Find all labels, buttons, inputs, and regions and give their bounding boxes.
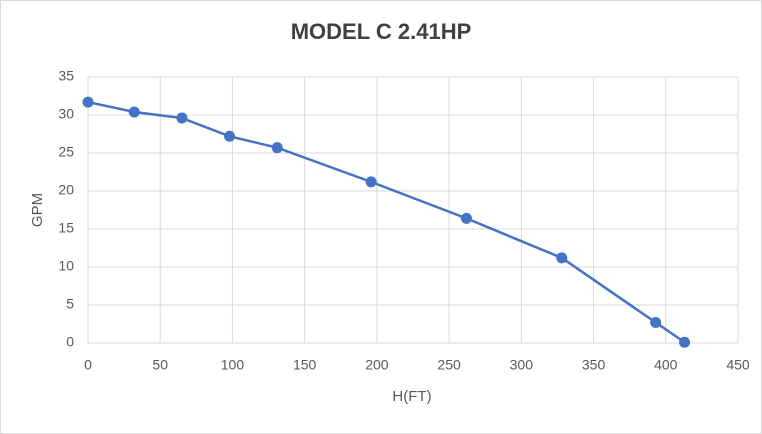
x-tick-label: 400 (654, 357, 678, 373)
data-point (128, 106, 140, 118)
chart-title: MODEL C 2.41HP (291, 19, 472, 44)
y-tick-label: 5 (66, 296, 74, 312)
y-tick-label: 30 (58, 106, 74, 122)
data-point (224, 130, 236, 142)
data-point (365, 176, 377, 188)
y-tick-label: 0 (66, 334, 74, 350)
series-line (87, 100, 686, 344)
y-tick-label: 15 (58, 220, 74, 236)
data-point (176, 112, 188, 124)
data-point (679, 336, 691, 348)
x-tick-label: 50 (152, 357, 168, 373)
y-axis-label: GPM (29, 193, 46, 227)
x-tick-label: 450 (726, 357, 750, 373)
x-tick-label: 350 (582, 357, 606, 373)
data-point (271, 142, 283, 154)
data-point (650, 316, 662, 328)
data-point (556, 252, 568, 264)
x-axis-label: H(FT) (392, 388, 431, 405)
data-point (460, 212, 472, 224)
x-tick-label: 300 (510, 357, 534, 373)
y-tick-label: 35 (58, 68, 74, 84)
y-tick-label: 10 (58, 258, 74, 274)
y-tick-label: 20 (58, 182, 74, 198)
data-point (82, 96, 94, 108)
x-tick-label: 200 (365, 357, 389, 373)
x-tick-label: 100 (221, 357, 245, 373)
x-tick-label: 250 (437, 357, 461, 373)
y-tick-label: 25 (58, 144, 74, 160)
x-tick-label: 0 (84, 357, 92, 373)
x-tick-label: 150 (293, 357, 317, 373)
